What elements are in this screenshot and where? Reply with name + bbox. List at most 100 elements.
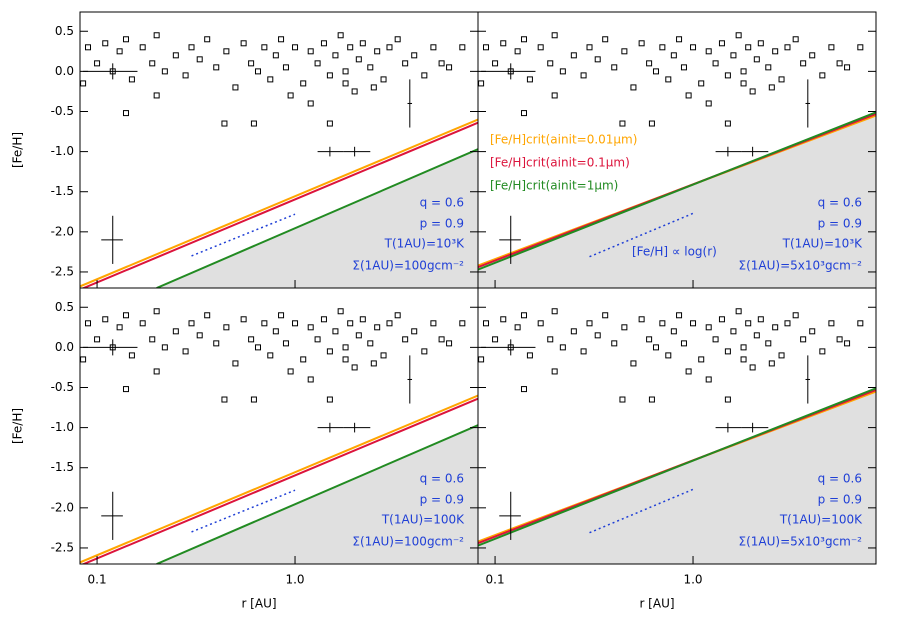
star xyxy=(367,64,374,71)
star xyxy=(740,344,747,351)
star xyxy=(122,110,129,117)
parameter-label: T(1AU)=100K xyxy=(381,513,465,527)
star xyxy=(359,316,366,323)
star xyxy=(307,48,314,55)
star xyxy=(792,312,799,319)
star xyxy=(602,36,609,43)
star xyxy=(500,316,507,323)
star xyxy=(712,60,719,67)
star xyxy=(570,52,577,59)
star xyxy=(446,340,453,347)
star xyxy=(314,336,321,343)
star xyxy=(153,308,160,315)
star xyxy=(621,324,628,331)
star xyxy=(659,44,666,51)
y-tick-label: 0.0 xyxy=(55,64,74,78)
star xyxy=(676,312,683,319)
star xyxy=(411,52,418,59)
star xyxy=(768,84,775,91)
excluded-region xyxy=(478,112,876,288)
legend-entry: [Fe/H]crit(ainit=1μm) xyxy=(490,179,618,193)
star xyxy=(676,36,683,43)
star xyxy=(652,344,659,351)
star xyxy=(267,352,274,359)
star xyxy=(149,336,156,343)
parameter-label: q = 0.6 xyxy=(818,472,862,486)
star xyxy=(520,312,527,319)
star xyxy=(307,324,314,331)
star xyxy=(526,352,533,359)
star xyxy=(685,368,692,375)
star xyxy=(772,48,779,55)
star xyxy=(272,52,279,59)
star xyxy=(551,32,558,39)
y-tick-label: -1.0 xyxy=(51,420,74,434)
star xyxy=(630,360,637,367)
trend-line xyxy=(589,488,694,534)
star xyxy=(172,52,179,59)
y-tick-label: -0.5 xyxy=(51,104,74,118)
x-tick-label: 1.0 xyxy=(683,573,702,587)
star xyxy=(857,44,864,51)
star xyxy=(784,320,791,327)
star xyxy=(161,68,168,75)
star xyxy=(836,60,843,67)
y-tick-label: -1.0 xyxy=(51,144,74,158)
trend-line xyxy=(191,489,296,533)
panel xyxy=(478,308,876,564)
star xyxy=(213,340,220,347)
star xyxy=(248,60,255,67)
star xyxy=(745,320,752,327)
star xyxy=(139,320,146,327)
star xyxy=(307,100,314,107)
star xyxy=(570,328,577,335)
star xyxy=(80,356,87,363)
star xyxy=(402,336,409,343)
star xyxy=(698,356,705,363)
star xyxy=(326,348,333,355)
star xyxy=(196,56,203,63)
star xyxy=(370,360,377,367)
parameter-label: q = 0.6 xyxy=(420,196,464,210)
star xyxy=(594,56,601,63)
star xyxy=(232,360,239,367)
star xyxy=(430,44,437,51)
star xyxy=(724,72,731,79)
star xyxy=(85,44,92,51)
trend-line xyxy=(191,213,296,257)
star xyxy=(680,64,687,71)
star xyxy=(809,52,816,59)
star xyxy=(459,320,466,327)
star xyxy=(698,80,705,87)
critical-line xyxy=(81,121,478,288)
star xyxy=(153,368,160,375)
star xyxy=(520,386,527,393)
star xyxy=(380,352,387,359)
star xyxy=(149,60,156,67)
star xyxy=(784,44,791,51)
star xyxy=(586,44,593,51)
star xyxy=(792,36,799,43)
star xyxy=(188,44,195,51)
star xyxy=(459,44,466,51)
star xyxy=(586,320,593,327)
star xyxy=(394,312,401,319)
star xyxy=(188,320,195,327)
star xyxy=(670,52,677,59)
trend-line xyxy=(589,212,694,258)
trend-label: [Fe/H] ∝ log(r) xyxy=(632,245,717,259)
star xyxy=(287,92,294,99)
star xyxy=(292,44,299,51)
star xyxy=(712,336,719,343)
star xyxy=(478,80,485,87)
star xyxy=(630,84,637,91)
star xyxy=(85,320,92,327)
star xyxy=(272,328,279,335)
star xyxy=(374,48,381,55)
star xyxy=(638,40,645,47)
star xyxy=(648,396,655,403)
star xyxy=(307,376,314,383)
star xyxy=(355,56,362,63)
y-tick-label: -2.0 xyxy=(51,224,74,238)
star xyxy=(740,68,747,75)
